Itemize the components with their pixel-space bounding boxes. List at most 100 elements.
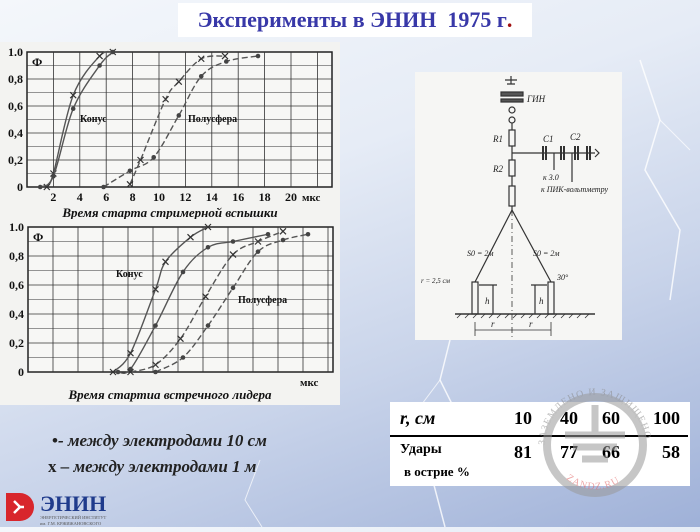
x-marker (197, 55, 205, 63)
ground-symbol-icon (565, 405, 625, 463)
r-value: 60 (602, 408, 620, 428)
label-radius: r = 2,5 см (421, 277, 451, 285)
dot-marker (180, 355, 186, 360)
dot-marker (153, 323, 158, 328)
x-tick-label: 2 (50, 190, 56, 204)
x-marker (221, 52, 229, 60)
x-tick-label: 20 (285, 190, 297, 204)
dot-marker (70, 106, 76, 111)
x-tick-label: 10 (153, 190, 165, 204)
dot-marker (151, 155, 157, 160)
dot-marker (153, 369, 158, 375)
y-tick-label: 0,8 (9, 249, 24, 263)
y-tick-label: 1.0 (9, 220, 24, 234)
x-marker (162, 95, 170, 103)
y-tick-label: 1.0 (8, 45, 23, 59)
dot-marker (37, 184, 43, 190)
label-r1: R1 (492, 134, 503, 144)
dot-marker (230, 239, 236, 244)
x-marker (229, 251, 237, 258)
curve-label: Конус (116, 269, 143, 280)
legend-item-dot: •- между электродами 10 см (52, 428, 267, 454)
curve-label: Конус (80, 114, 107, 125)
title-text: Эксперименты в ЭНИН 1975 г (197, 7, 507, 32)
dot-marker (198, 74, 204, 79)
x-axis-unit: мкс (300, 377, 319, 389)
dot-marker-icon: • (52, 431, 58, 450)
y-tick-label: 0,4 (9, 307, 24, 321)
x-marker (177, 335, 184, 343)
legend: •- между электродами 10 см x – между эле… (48, 428, 267, 480)
curve-label: Полусфера (238, 295, 287, 306)
x-marker (162, 258, 169, 266)
y-tick-label: 0 (17, 180, 23, 194)
x-marker (127, 349, 134, 357)
label-h-left: h (485, 296, 490, 306)
x-tick-label: 8 (130, 190, 136, 204)
x-marker (202, 293, 209, 301)
label-r2: R2 (492, 164, 503, 174)
logo-subtitle: ЭНЕРГЕТИЧЕСКИЙ ИНСТИТУТ (40, 515, 107, 520)
x-marker (254, 238, 262, 245)
x-marker (187, 233, 194, 241)
r-value: 100 (653, 408, 680, 428)
label-s0-left: S0 = 2м (467, 249, 494, 258)
dot-marker (205, 245, 211, 250)
label-pik-voltmeter: к ПИК-вольтметру (541, 185, 608, 194)
x-marker (69, 91, 77, 99)
x-marker (279, 227, 287, 235)
label-r-left: r (491, 319, 495, 329)
dot-marker (180, 269, 186, 275)
label-c1: C1 (543, 134, 554, 144)
circuit-diagram: ГИН R1 R2 C1 C2 к 3.0 к ПИК-вольтметру S… (415, 72, 622, 340)
circuit-diagram-svg: ГИН R1 R2 C1 C2 к 3.0 к ПИК-вольтметру S… (421, 76, 608, 340)
y-tick-label: 0 (18, 365, 24, 379)
x-axis-label: Время старта стримерной вспышки (61, 205, 277, 220)
x-tick-label: 14 (206, 190, 218, 204)
logo-svg: ЭНИН ЭНЕРГЕТИЧЕСКИЙ ИНСТИТУТ им. Г.М. КР… (6, 491, 107, 526)
dot-marker (51, 173, 56, 179)
dot-marker (224, 59, 229, 64)
x-marker (109, 368, 117, 376)
label-c2: C2 (570, 132, 581, 142)
dot-marker (176, 113, 182, 118)
dot-marker (127, 168, 133, 174)
dot-marker (255, 53, 261, 59)
strike-value: 58 (662, 442, 680, 462)
x-marker (137, 156, 144, 164)
y-tick-label: 0,8 (8, 72, 23, 86)
logo-name: ЭНИН (40, 491, 106, 516)
x-tick-label: 6 (103, 190, 109, 204)
x-marker (126, 180, 134, 188)
dot-marker (205, 323, 211, 328)
row-label-2: в острие % (404, 464, 470, 479)
label-angle: 30° (556, 273, 569, 282)
y-tick-label: 0,6 (9, 278, 24, 292)
dot-marker (101, 184, 106, 190)
label-h-right: h (539, 296, 544, 306)
dot-marker (110, 49, 116, 55)
slide-title: Эксперименты в ЭНИН 1975 г. (178, 3, 532, 37)
dot-marker (97, 63, 102, 68)
logo-subtitle-2: им. Г.М. КРЖИЖАНОВСКОГО (40, 521, 102, 526)
label-k30: к 3.0 (543, 173, 559, 182)
dot-marker (265, 231, 271, 237)
y-tick-label: 0,4 (8, 126, 23, 140)
r-value: 10 (514, 408, 532, 428)
strike-value: 81 (514, 442, 532, 462)
dot-marker (115, 369, 121, 375)
watermark-stamp: ЗАЗЕМЛЕНО И ЗАЩИЩЕНО ZANDZ.RU (537, 387, 652, 497)
table-divider (390, 435, 688, 437)
x-marker (175, 78, 183, 86)
x-tick-label: 18 (259, 190, 271, 204)
y-tick-label: 0,6 (8, 99, 23, 113)
header-label: r, см (400, 408, 436, 428)
legend-text: - между электродами 10 см (57, 431, 267, 450)
x-tick-label: 4 (77, 190, 83, 204)
title-period: . (506, 7, 513, 32)
y-axis-label: Ф (33, 230, 43, 244)
label-s0-right: S0 = 2м (533, 249, 560, 258)
x-marker (152, 361, 159, 369)
x-axis-label: Время стартиа встречного лидера (67, 387, 272, 402)
